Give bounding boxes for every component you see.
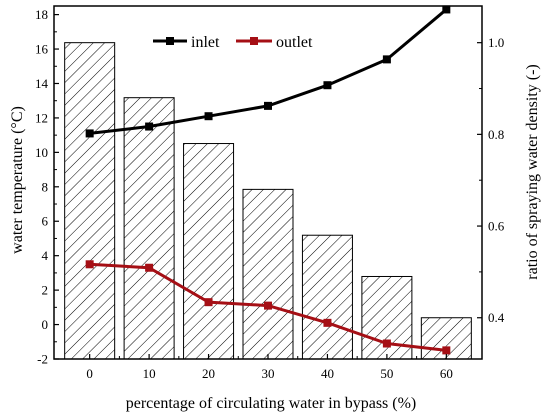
left-y-tick-label: -2 <box>37 352 48 367</box>
right-y-tick-label: 0.4 <box>488 310 505 325</box>
bar <box>183 143 235 360</box>
bar <box>242 188 294 360</box>
x-tick-label: 50 <box>380 366 393 381</box>
bar <box>301 234 353 360</box>
data-point-outlet <box>85 260 94 269</box>
left-y-tick-label: 16 <box>35 42 49 57</box>
bar <box>123 97 175 360</box>
data-point-inlet <box>442 5 451 14</box>
x-axis-title: percentage of circulating water in bypas… <box>126 395 417 412</box>
data-point-outlet <box>204 298 213 307</box>
bar <box>64 42 116 360</box>
x-tick-label: 20 <box>202 366 215 381</box>
legend-outlet-label: outlet <box>276 34 313 51</box>
left-y-tick-label: 2 <box>42 283 49 298</box>
left-y-tick-label: 4 <box>42 248 49 263</box>
left-y-tick-label: 14 <box>35 76 49 91</box>
legend-inlet-marker <box>166 37 174 45</box>
lines-layer <box>85 5 451 355</box>
left-y-tick-label: 8 <box>42 179 49 194</box>
right-y-tick-label: 0.8 <box>488 127 504 142</box>
right-y-tick-label: 0.6 <box>488 219 505 234</box>
legend-outlet-marker <box>250 37 258 45</box>
left-y-tick-label: 12 <box>35 110 48 125</box>
data-point-outlet <box>264 301 272 310</box>
x-tick-label: 60 <box>440 366 453 381</box>
x-tick-label: 40 <box>321 366 334 381</box>
x-tick-label: 30 <box>262 366 275 381</box>
left-y-axis-title: water temperature (°C) <box>9 106 26 254</box>
data-point-inlet <box>323 81 332 90</box>
data-point-outlet <box>442 346 451 355</box>
right-y-tick-label: 1.0 <box>488 35 504 50</box>
x-tick-label: 10 <box>143 366 156 381</box>
right-y-axis-title: ratio of spraying water density (-) <box>524 64 541 279</box>
data-point-inlet <box>264 101 272 110</box>
data-point-inlet <box>382 55 391 64</box>
data-point-inlet <box>204 112 213 121</box>
left-y-tick-label: 10 <box>35 145 48 160</box>
data-point-outlet <box>382 339 391 348</box>
left-y-tick-label: 18 <box>35 7 48 22</box>
legend-inlet-label: inlet <box>191 34 220 51</box>
left-y-tick-label: 0 <box>42 317 49 332</box>
bars-layer <box>64 42 472 360</box>
legend: inlet outlet <box>153 34 313 51</box>
data-point-outlet <box>145 263 154 272</box>
data-point-inlet <box>85 129 94 138</box>
data-point-outlet <box>323 318 332 327</box>
data-point-inlet <box>145 122 154 131</box>
axes-layer: -2 0 2 4 6 8 10 12 14 16 18 0.4 0.6 0.8 1.0 0 10 20 30 40 50… <box>35 7 505 381</box>
left-y-tick-label: 6 <box>42 214 49 229</box>
x-tick-label: 0 <box>86 366 93 381</box>
